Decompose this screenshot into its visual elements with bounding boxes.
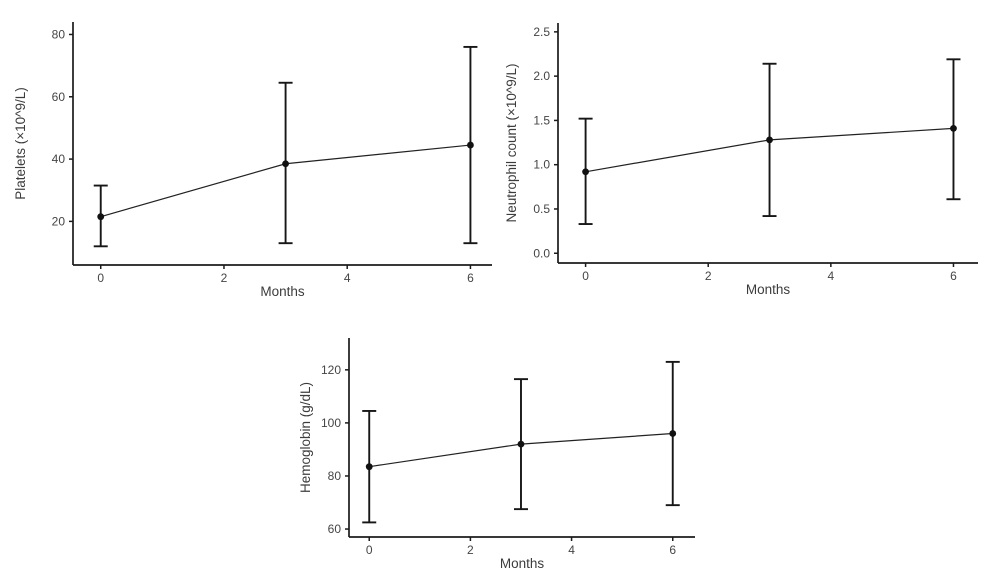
y-tick-label: 20 bbox=[52, 214, 66, 228]
y-axis-title: Neutrophil count (×10^9/L) bbox=[505, 63, 519, 222]
chart-neutrophil-count: 0.0 0.5 1.0 1.5 2.0 2.5 0 2 4 6 Months Neutrophil c… bbox=[505, 0, 1005, 310]
y-tick-label: 2.0 bbox=[533, 69, 550, 83]
y-tick-label: 0.5 bbox=[533, 202, 550, 216]
x-tick-label: 0 bbox=[582, 269, 589, 283]
y-tick-label: 0.0 bbox=[533, 246, 550, 260]
data-point bbox=[365, 463, 373, 471]
x-tick-label: 6 bbox=[467, 271, 474, 285]
hemoglobin-plot: 60 80 100 120 0 2 4 6 Months Hemoglobin (g/dL) bbox=[298, 338, 695, 571]
x-tick-label: 0 bbox=[366, 543, 373, 557]
y-axis-title: Platelets (×10^9/L) bbox=[13, 87, 28, 200]
y-tick-label: 60 bbox=[328, 522, 342, 536]
x-tick-label: 2 bbox=[467, 543, 474, 557]
y-tick-label: 100 bbox=[321, 416, 341, 430]
platelets-plot: 20 40 60 80 0 2 4 6 Months Platelets (×10^9/L) bbox=[13, 22, 492, 299]
neutrophil-count-plot: 0.0 0.5 1.0 1.5 2.0 2.5 0 2 4 6 Months Neutrophil c… bbox=[505, 23, 978, 297]
x-axis-title: Months bbox=[746, 282, 791, 297]
y-tick-label: 80 bbox=[328, 469, 342, 483]
x-tick-label: 6 bbox=[950, 269, 957, 283]
data-point bbox=[282, 160, 289, 168]
data-point bbox=[669, 430, 677, 437]
x-tick-label: 4 bbox=[568, 543, 575, 557]
x-tick-label: 0 bbox=[97, 271, 104, 285]
y-tick-label: 1.5 bbox=[533, 113, 550, 127]
data-point bbox=[97, 213, 105, 221]
x-tick-label: 4 bbox=[828, 269, 835, 283]
x-axis-title: Months bbox=[500, 556, 545, 571]
data-point bbox=[467, 141, 474, 149]
y-tick-label: 2.5 bbox=[533, 25, 550, 39]
y-tick-label: 60 bbox=[52, 90, 66, 104]
x-tick-label: 2 bbox=[221, 271, 228, 285]
y-tick-label: 40 bbox=[52, 152, 66, 166]
x-tick-label: 2 bbox=[705, 269, 712, 283]
chart-hemoglobin: 60 80 100 120 0 2 4 6 Months Hemoglobin (g/dL) bbox=[280, 303, 770, 582]
y-tick-label: 80 bbox=[52, 27, 66, 41]
x-tick-label: 4 bbox=[344, 271, 351, 285]
data-point bbox=[766, 136, 773, 144]
data-point bbox=[950, 124, 957, 132]
y-axis-title: Hemoglobin (g/dL) bbox=[298, 382, 313, 493]
y-tick-label: 1.0 bbox=[533, 158, 550, 172]
chart-platelets: 20 40 60 80 0 2 4 6 Months Platelets (×10^9/L) bbox=[0, 0, 500, 310]
data-point bbox=[582, 168, 589, 176]
x-axis-title: Months bbox=[260, 284, 305, 299]
data-point bbox=[517, 440, 525, 448]
x-tick-label: 6 bbox=[669, 543, 676, 557]
y-tick-label: 120 bbox=[321, 363, 341, 377]
